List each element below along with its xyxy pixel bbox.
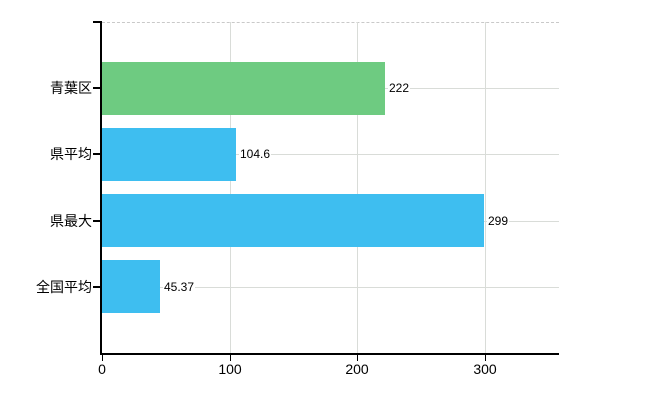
bar: [102, 194, 484, 247]
y-axis-tick: [93, 21, 102, 23]
y-category-label: 青葉区: [50, 80, 92, 96]
bar-value-label: 299: [487, 213, 510, 229]
bar-value-label: 222: [388, 80, 411, 96]
y-axis-tick: [93, 153, 102, 155]
y-axis-tick: [93, 220, 102, 222]
bar: [102, 62, 385, 115]
y-category-label: 県平均: [50, 146, 92, 162]
x-axis-tick: [357, 353, 358, 361]
x-tick-label: 200: [345, 361, 369, 377]
bar: [102, 260, 160, 313]
x-axis-tick: [230, 353, 231, 361]
x-tick-label: 0: [98, 361, 106, 377]
vertical-gridline: [357, 22, 358, 353]
x-axis-line: [100, 353, 559, 355]
x-tick-label: 100: [218, 361, 242, 377]
bar: [102, 128, 236, 181]
plot-top-border: [102, 22, 559, 23]
y-axis-line: [100, 21, 102, 355]
bar-value-label: 104.6: [239, 146, 272, 162]
y-axis-tick: [93, 286, 102, 288]
y-category-label: 全国平均: [36, 279, 92, 295]
horizontal-gridline: [102, 287, 559, 288]
x-tick-label: 300: [473, 361, 497, 377]
x-axis-tick: [485, 353, 486, 361]
horizontal-gridline: [102, 154, 559, 155]
x-axis-tick: [102, 353, 103, 361]
y-axis-tick: [93, 87, 102, 89]
bar-value-label: 45.37: [163, 279, 196, 295]
y-category-label: 県最大: [50, 213, 92, 229]
vertical-gridline: [230, 22, 231, 353]
vertical-gridline: [485, 22, 486, 353]
